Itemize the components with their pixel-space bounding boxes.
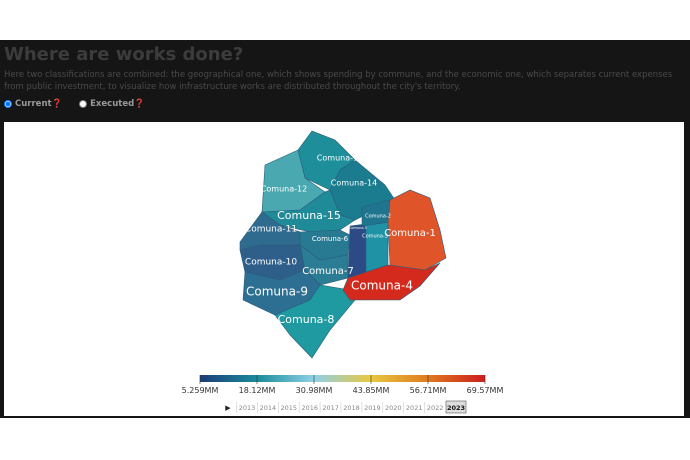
region-label: Comuna-14: [331, 179, 377, 188]
region-label: Comuna-10: [245, 258, 297, 268]
option-label: Executed: [90, 99, 135, 109]
region-label: Comuna-1: [384, 228, 436, 239]
option-label: Current: [15, 99, 52, 109]
year-button[interactable]: 2021: [406, 404, 423, 412]
year-button[interactable]: 2019: [364, 404, 381, 412]
region[interactable]: [387, 189, 447, 271]
colorbar-label: 30.98MM: [296, 386, 333, 395]
colorbar-label: 69.57MM: [467, 386, 504, 395]
title: Where are works done?: [4, 44, 244, 65]
region-label: Comuna-3: [362, 234, 388, 240]
options: Current❓ Executed❓: [4, 99, 159, 109]
year-button[interactable]: 2015: [281, 404, 298, 412]
region-label: Comuna-2: [365, 214, 391, 220]
colorbar-label: 56.71MM: [410, 386, 447, 395]
year-button[interactable]: 2020: [385, 404, 402, 412]
region[interactable]: [261, 189, 356, 233]
colorbar-label: 5.259MM: [182, 386, 219, 395]
radio[interactable]: [4, 99, 12, 108]
year-button[interactable]: 2014: [260, 404, 277, 412]
region-label: Comuna-13: [317, 154, 363, 163]
region-label: Comuna-6: [312, 235, 349, 243]
region[interactable]: [342, 262, 441, 301]
play-button[interactable]: ▶: [225, 404, 231, 412]
region-label: Comuna-9: [246, 285, 308, 299]
selected-year: [445, 400, 467, 414]
year-button[interactable]: 2023: [447, 404, 465, 412]
description: Here two classifications are combined: t…: [4, 70, 673, 92]
year-button[interactable]: 2016: [301, 404, 318, 412]
colorbar-label: 43.85MM: [353, 386, 390, 395]
region-label: Comuna-15: [277, 209, 341, 222]
region-label: Comuna-7: [302, 266, 354, 277]
year-button[interactable]: 2013: [239, 404, 256, 412]
option-executed[interactable]: Executed❓: [79, 99, 145, 109]
year-button[interactable]: 2018: [343, 404, 360, 412]
radio[interactable]: [79, 99, 88, 108]
option-current[interactable]: Current❓: [4, 99, 62, 109]
region-label: Comuna-11: [245, 225, 297, 235]
header-band: [0, 40, 690, 120]
region-label: Comuna-4: [351, 279, 413, 293]
region-label: Comuna-8: [278, 313, 335, 326]
colorbar: [200, 375, 485, 382]
region-label: Comuna-5: [349, 226, 367, 230]
year-button[interactable]: 2022: [427, 404, 444, 412]
year-button[interactable]: 2017: [322, 404, 339, 412]
region-label: Comuna-12: [261, 185, 307, 194]
colorbar-label: 18.12MM: [239, 386, 276, 395]
